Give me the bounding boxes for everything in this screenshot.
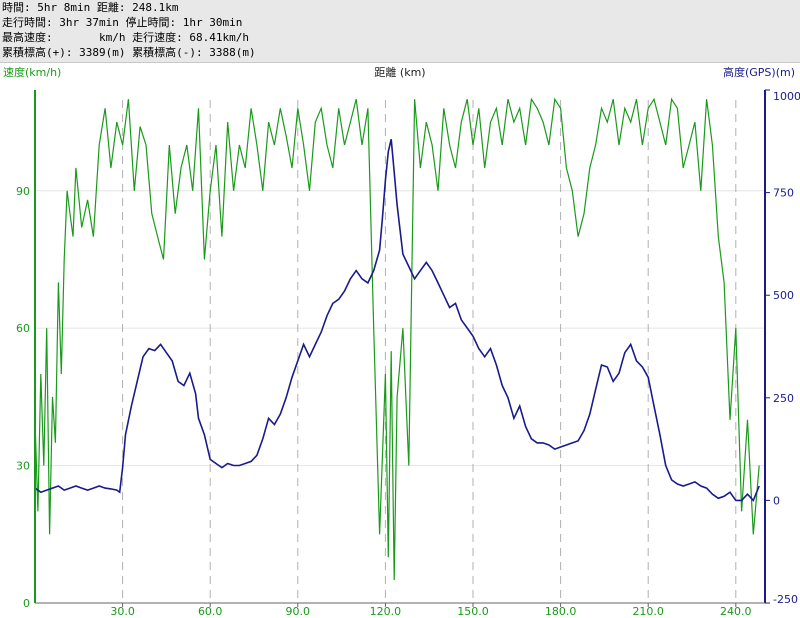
right-tick-label: 0 xyxy=(773,494,780,507)
left-axis-title: 速度(km/h) xyxy=(3,65,61,79)
x-tick-label: 240.0 xyxy=(720,605,752,618)
right-tick-label: 250 xyxy=(773,392,794,405)
x-tick-label: 180.0 xyxy=(545,605,577,618)
summary-line-speed: 最高速度: km/h 走行速度: 68.41km/h xyxy=(2,31,249,44)
x-tick-label: 120.0 xyxy=(370,605,402,618)
x-tick-label: 150.0 xyxy=(457,605,489,618)
speed-series-layer xyxy=(34,97,760,581)
x-tick-label: 30.0 xyxy=(110,605,135,618)
left-tick-label: 60 xyxy=(16,322,30,335)
grid xyxy=(35,100,765,603)
summary-line-time-distance: 時間: 5hr 8min 距離: 248.1km xyxy=(2,1,179,14)
right-tick-label: -250 xyxy=(773,593,798,606)
summary-line-moving-time: 走行時間: 3hr 37min 停止時間: 1hr 30min xyxy=(2,16,243,29)
tick-labels: 0 30 60 90 -250 0 250 500 750 1000 30.0 60.0 90.0 120… xyxy=(16,89,800,618)
left-tick-label: 30 xyxy=(16,460,30,473)
right-tick-label: 500 xyxy=(773,289,794,302)
altitude-series-layer xyxy=(34,139,760,502)
left-tick-label: 90 xyxy=(16,185,30,198)
x-tick-label: 210.0 xyxy=(632,605,664,618)
right-tick-label: 750 xyxy=(773,187,794,200)
right-axis-title: 高度(GPS)(m) xyxy=(723,65,795,79)
summary-line-elevation: 累積標高(+): 3389(m) 累積標高(-): 3388(m) xyxy=(2,46,256,59)
summary-header: 時間: 5hr 8min 距離: 248.1km 走行時間: 3hr 37min… xyxy=(0,0,800,63)
altitude-series-line xyxy=(34,139,760,502)
right-tick-label: 1000 xyxy=(773,90,800,103)
axes xyxy=(34,90,766,604)
x-axis-title: 距離 (km) xyxy=(374,65,425,79)
x-tick-label: 60.0 xyxy=(198,605,223,618)
speed-series-line xyxy=(34,97,760,581)
left-tick-label: 0 xyxy=(23,597,30,610)
x-tick-label: 90.0 xyxy=(286,605,311,618)
